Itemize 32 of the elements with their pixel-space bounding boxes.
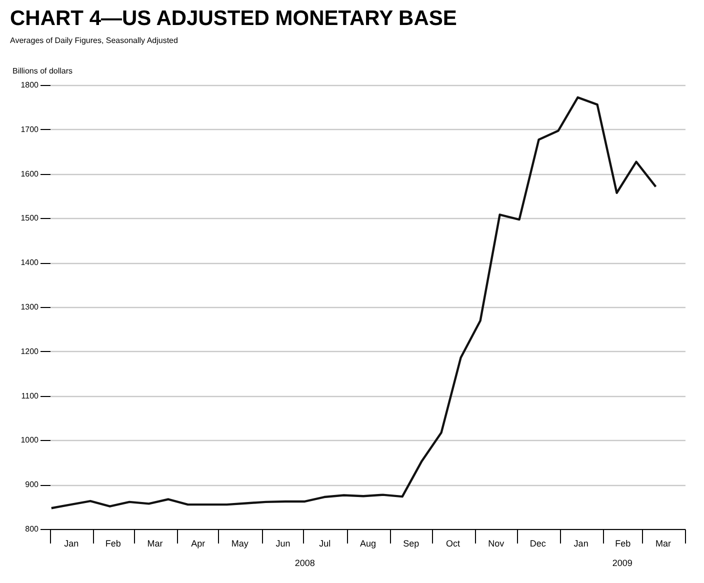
text: 2008	[294, 558, 315, 568]
x-tick-label: Dec	[530, 538, 546, 548]
x-tick-label: Aug	[360, 538, 376, 548]
y-tick-label: 1100	[21, 391, 40, 400]
x-tick-label: Nov	[488, 538, 505, 548]
y-tick-label: 1500	[20, 214, 40, 223]
x-tick-label: Mar	[147, 538, 163, 548]
y-tick-label: 800	[25, 524, 40, 534]
chart-title: CHART 4—US ADJUSTED MONETARY BASE	[10, 7, 457, 30]
x-tick-label: Jan	[574, 538, 588, 548]
x-tick-label: Feb	[615, 538, 631, 548]
x-tick-label: Mar	[655, 538, 671, 548]
y-axis-title: Billions of dollars	[12, 66, 73, 76]
x-tick-label: Jan	[64, 538, 79, 548]
x-tick-label: Apr	[191, 538, 206, 548]
y-tick-label: 1600	[20, 169, 40, 178]
y-tick-label: 1700	[20, 124, 40, 134]
x-tick-label: Jul	[319, 538, 331, 548]
x-tick-label: Sep	[403, 538, 420, 548]
y-tick-label: 1400	[20, 258, 40, 268]
x-tick-label: Oct	[446, 538, 460, 548]
y-tick-label: 1000	[20, 436, 40, 445]
x-tick-label: Jun	[276, 538, 290, 548]
x-tick-label: May	[231, 538, 249, 548]
x-tick-label: Feb	[105, 538, 121, 548]
line-series	[50, 96, 657, 510]
y-tick-label: 1300	[20, 302, 40, 312]
chart-subtitle: Averages of Daily Figures, Seasonally Adjusted	[10, 36, 178, 45]
y-tick-label: 900	[25, 480, 40, 490]
y-tick-label: 1800	[20, 80, 40, 90]
y-tick-label: 1200	[20, 346, 40, 356]
text: 2009	[612, 558, 632, 568]
